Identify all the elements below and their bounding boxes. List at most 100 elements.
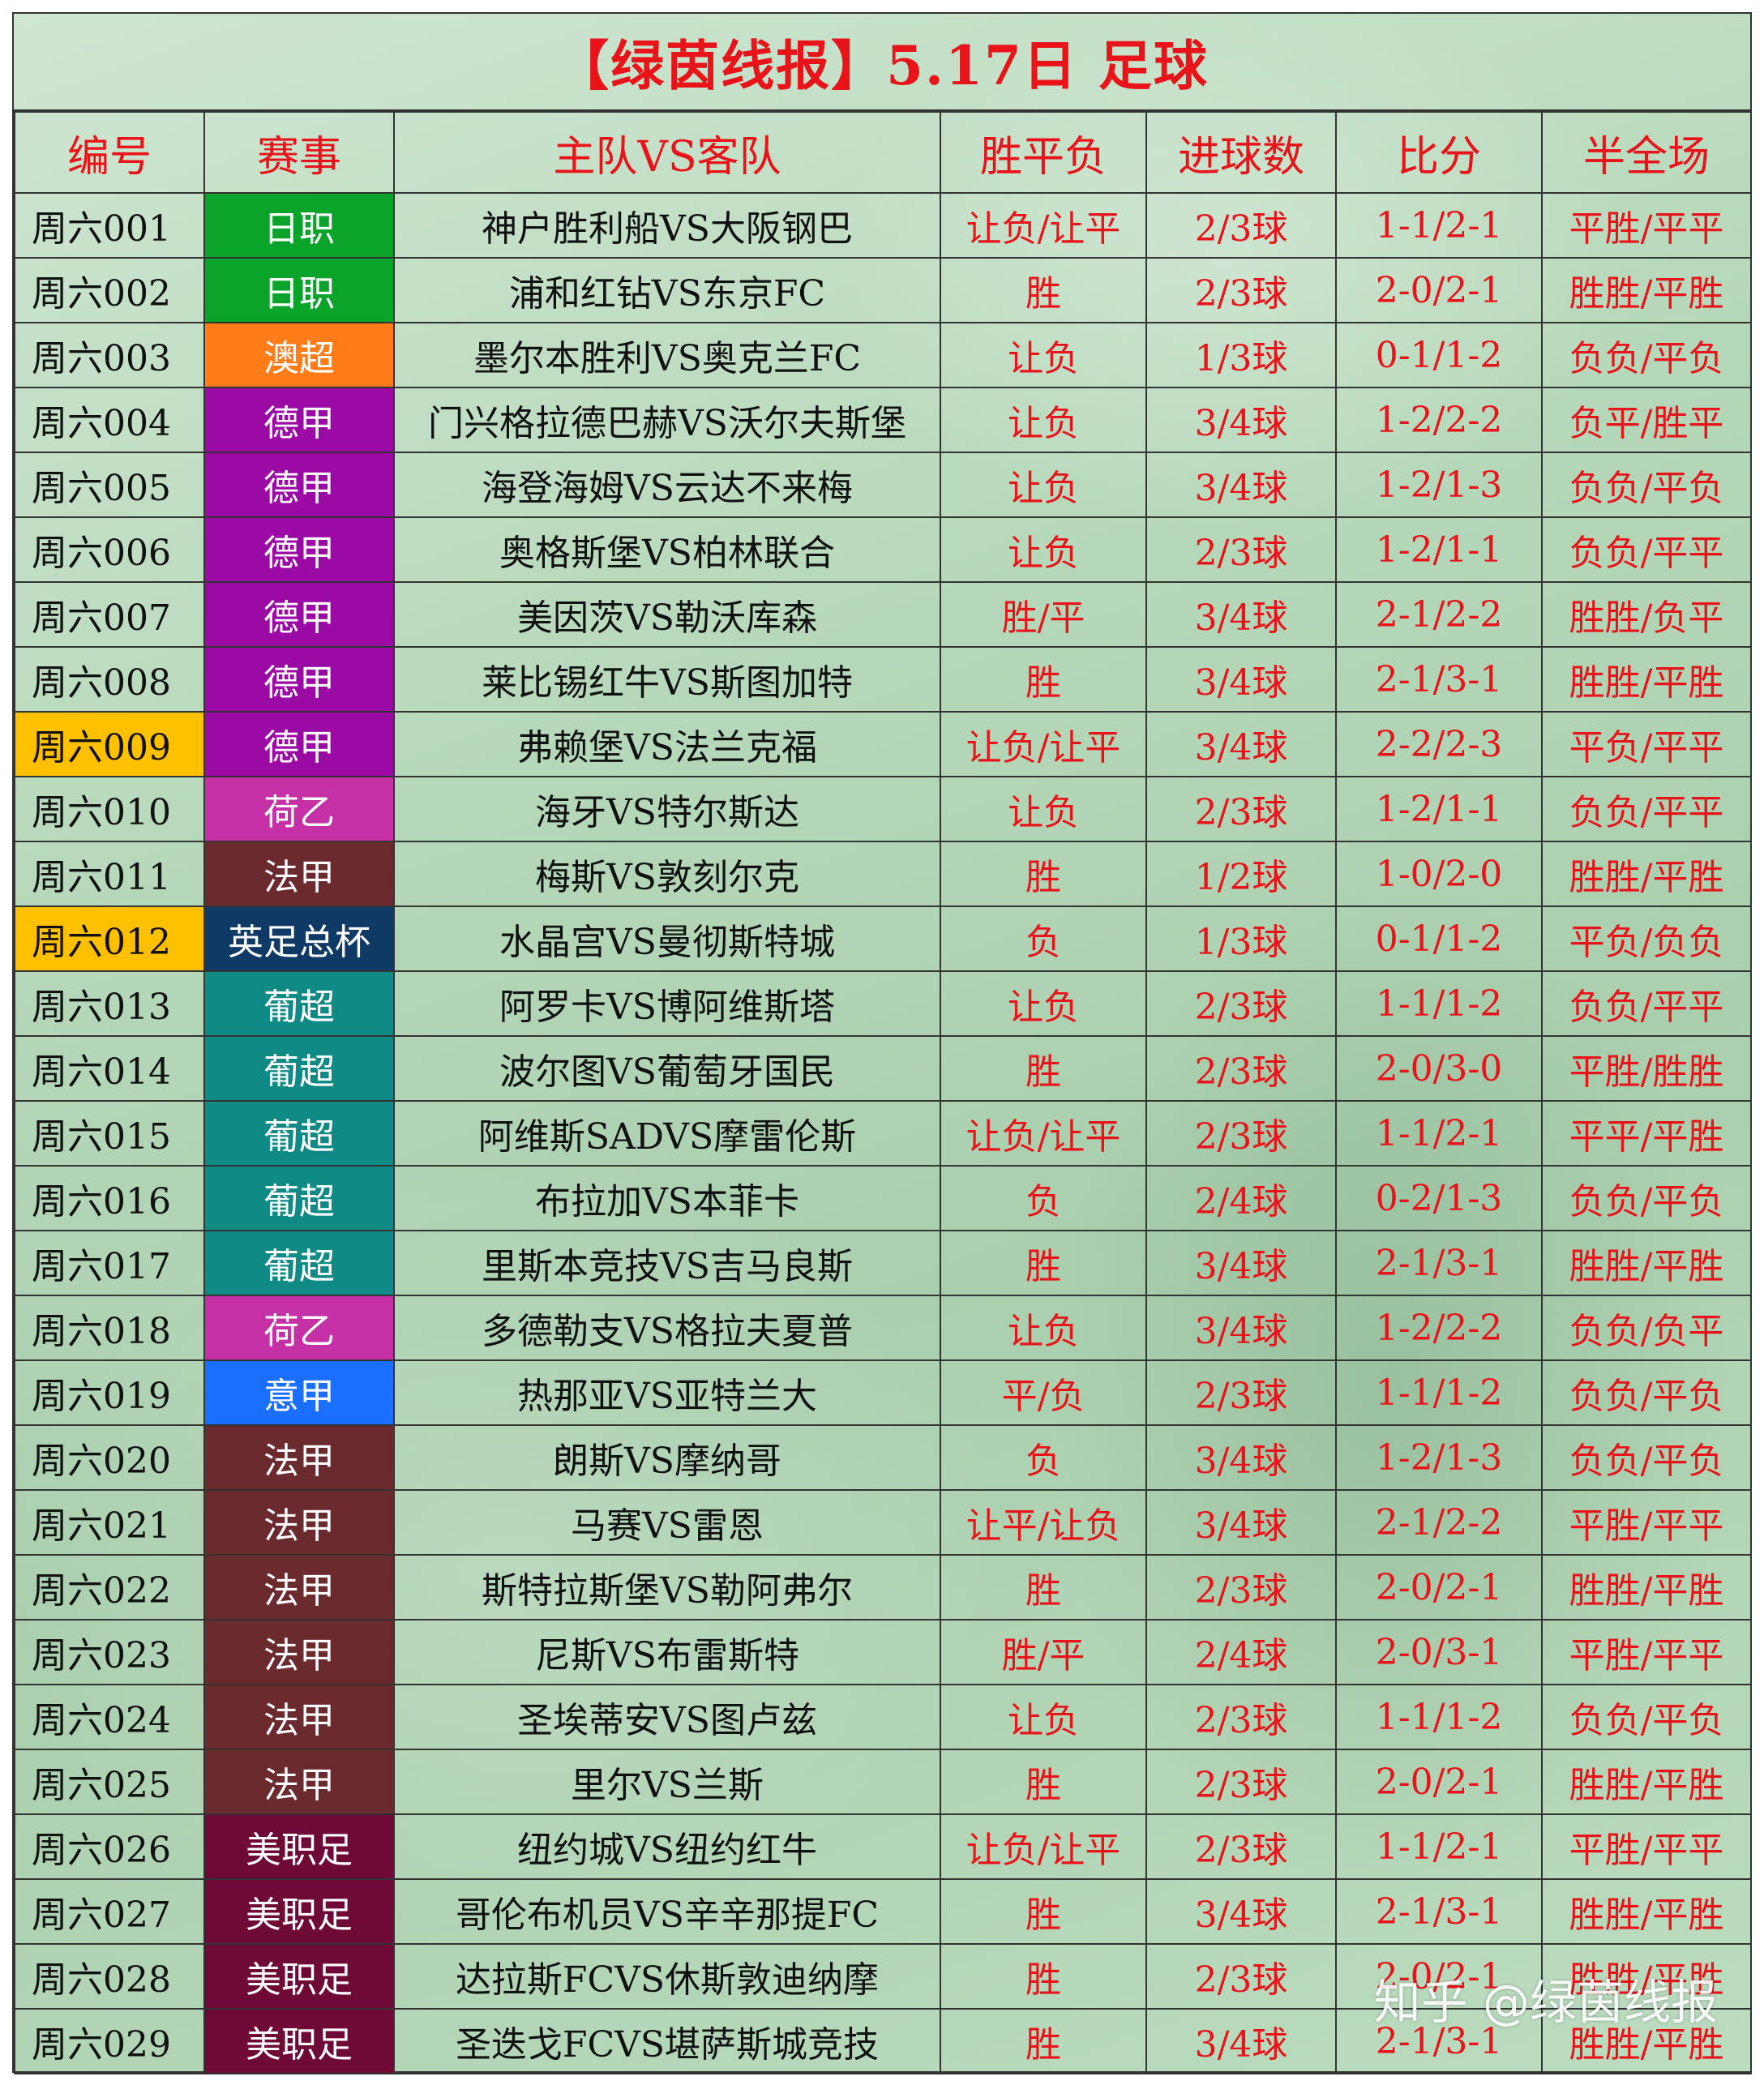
- half-full-pick: 胜胜/平胜: [1541, 1554, 1752, 1620]
- header-goals: 进球数: [1145, 111, 1337, 194]
- match-name: 奥格斯堡VS柏林联合: [393, 516, 941, 583]
- goals-pick: 3/4球: [1145, 2008, 1337, 2074]
- score-pick: 1-2/1-3: [1335, 1424, 1543, 1491]
- match-id: 周六026: [14, 1813, 205, 1880]
- half-full-pick: 平胜/平平: [1541, 1619, 1752, 1685]
- table-row: 周六007 德甲 美因茨VS勒沃库森 胜/平 3/4球 2-1/2-2 胜胜/负平: [14, 581, 1752, 648]
- score-pick: 2-0/2-1: [1335, 1554, 1543, 1620]
- league-tag: 荷乙: [203, 1295, 395, 1361]
- match-name: 阿罗卡VS博阿维斯塔: [393, 970, 941, 1037]
- league-tag: 日职: [203, 257, 395, 323]
- result-pick: 让负/让平: [940, 711, 1147, 777]
- score-pick: 1-1/2-1: [1335, 1100, 1543, 1167]
- watermark: 知乎 @绿茵线报: [1373, 1975, 1718, 2030]
- match-name: 神户胜利船VS大阪钢巴: [393, 192, 941, 259]
- league-tag: 德甲: [203, 581, 395, 648]
- score-pick: 2-1/3-1: [1335, 1878, 1543, 1945]
- match-id: 周六011: [14, 841, 205, 907]
- match-id: 周六006: [14, 516, 205, 583]
- score-pick: 1-1/2-1: [1335, 192, 1543, 259]
- score-pick: 1-1/2-1: [1335, 1813, 1543, 1880]
- match-name: 波尔图VS葡萄牙国民: [393, 1035, 941, 1102]
- score-pick: 1-2/1-1: [1335, 516, 1543, 583]
- table-row: 周六004 德甲 门兴格拉德巴赫VS沃尔夫斯堡 让负 3/4球 1-2/2-2 负平/胜平: [14, 387, 1752, 453]
- header-league: 赛事: [203, 111, 395, 194]
- match-name: 尼斯VS布雷斯特: [393, 1619, 941, 1685]
- table-row: 周六014 葡超 波尔图VS葡萄牙国民胜 2/3球 2-0/3-0 平胜/胜胜: [14, 1035, 1752, 1102]
- result-pick: 胜: [940, 257, 1147, 323]
- table-row: 周六019 意甲 热那亚VS亚特兰大 平/负 2/3球 1-1/1-2 负负/平负: [14, 1359, 1752, 1426]
- match-name: 墨尔本胜利VS奥克兰FC: [393, 322, 941, 388]
- result-pick: 负: [940, 1424, 1147, 1491]
- result-pick: 让负/让平: [940, 1100, 1147, 1167]
- goals-pick: 1/3球: [1145, 905, 1337, 972]
- match-id: 周六015: [14, 1100, 205, 1167]
- match-id: 周六013: [14, 970, 205, 1037]
- match-name: 水晶宫VS曼彻斯特城: [393, 905, 941, 972]
- result-pick: 让负/让平: [940, 1813, 1147, 1880]
- table-row: 周六020 法甲 朗斯VS摩纳哥负 3/4球 1-2/1-3 负负/平负: [14, 1424, 1752, 1491]
- match-id: 周六028: [14, 1943, 205, 2010]
- goals-pick: 2/4球: [1145, 1619, 1337, 1685]
- half-full-pick: 胜胜/平胜: [1541, 1230, 1752, 1296]
- result-pick: 负: [940, 905, 1147, 972]
- prediction-sheet: 【绿茵线报】5.17日 足球 编号 赛事 主队VS客队 胜平负 进球数 比分 半…: [12, 12, 1752, 2074]
- goals-pick: 3/4球: [1145, 581, 1337, 648]
- half-full-pick: 负负/平负: [1541, 1165, 1752, 1231]
- league-tag: 澳超: [203, 322, 395, 388]
- table-row: 周六006 德甲 奥格斯堡VS柏林联合 让负 2/3球 1-2/1-1 负负/平平: [14, 516, 1752, 583]
- table-row: 周六003 澳超 墨尔本胜利VS奥克兰FC 让负 1/3球 0-1/1-2 负负/平负: [14, 322, 1752, 388]
- half-full-pick: 胜胜/平胜: [1541, 646, 1752, 713]
- half-full-pick: 负负/平平: [1541, 970, 1752, 1037]
- league-tag: 美职足: [203, 2008, 395, 2074]
- match-id: 周六012: [14, 905, 205, 972]
- league-tag: 法甲: [203, 1554, 395, 1620]
- match-id: 周六016: [14, 1165, 205, 1231]
- match-id: 周六001: [14, 192, 205, 259]
- score-pick: 2-0/2-1: [1335, 1943, 1543, 2010]
- table-row: 周六010 荷乙 海牙VS特尔斯达 让负 2/3球 1-2/1-1 负负/平平: [14, 776, 1752, 842]
- goals-pick: 2/3球: [1145, 970, 1337, 1037]
- score-pick: 2-1/2-2: [1335, 581, 1543, 648]
- match-id: 周六004: [14, 387, 205, 453]
- match-id: 周六005: [14, 452, 205, 518]
- result-pick: 让负: [940, 452, 1147, 518]
- half-full-pick: 负负/平负: [1541, 1684, 1752, 1750]
- table-row: 周六023 法甲 尼斯VS布雷斯特 胜/平 2/4球 2-0/3-1 平胜/平平: [14, 1619, 1752, 1685]
- header-id: 编号: [14, 111, 205, 194]
- match-name: 里尔VS兰斯: [393, 1749, 941, 1815]
- half-full-pick: 平负/负负: [1541, 905, 1752, 972]
- score-pick: 1-1/1-2: [1335, 970, 1543, 1037]
- goals-pick: 3/4球: [1145, 1424, 1337, 1491]
- league-tag: 葡超: [203, 1230, 395, 1296]
- score-pick: 2-0/2-1: [1335, 1749, 1543, 1815]
- match-id: 周六027: [14, 1878, 205, 1945]
- score-pick: 1-0/2-0: [1335, 841, 1543, 907]
- match-name: 梅斯VS敦刻尔克: [393, 841, 941, 907]
- result-pick: 胜/平: [940, 581, 1147, 648]
- score-pick: 2-2/2-3: [1335, 711, 1543, 777]
- header-row: 编号 赛事 主队VS客队 胜平负 进球数 比分 半全场: [14, 111, 1752, 194]
- table-body: 周六001 日职 神户胜利船VS大阪钢巴 让负/让平 2/3球 1-1/2-1 平胜/平平周…: [14, 192, 1752, 2074]
- match-name: 圣埃蒂安VS图卢兹: [393, 1684, 941, 1750]
- league-tag: 法甲: [203, 1684, 395, 1750]
- goals-pick: 3/4球: [1145, 452, 1337, 518]
- table-row: 周六024 法甲 圣埃蒂安VS图卢兹 让负 2/3球 1-1/1-2 负负/平负: [14, 1684, 1752, 1750]
- half-full-pick: 胜胜/负平: [1541, 581, 1752, 648]
- score-pick: 1-2/2-2: [1335, 387, 1543, 453]
- half-full-pick: 负负/负平: [1541, 1295, 1752, 1361]
- score-pick: 0-1/1-2: [1335, 322, 1543, 388]
- match-id: 周六019: [14, 1359, 205, 1426]
- score-pick: 1-1/1-2: [1335, 1684, 1543, 1750]
- league-tag: 德甲: [203, 711, 395, 777]
- goals-pick: 3/4球: [1145, 646, 1337, 713]
- table-row: 周六021 法甲 马赛VS雷恩 让平/让负 3/4球 2-1/2-2 平胜/平平: [14, 1489, 1752, 1556]
- half-full-pick: 平平/平胜: [1541, 1100, 1752, 1167]
- match-id: 周六017: [14, 1230, 205, 1296]
- table-row: 周六025 法甲 里尔VS兰斯胜 2/3球 2-0/2-1 胜胜/平胜: [14, 1749, 1752, 1815]
- match-name: 哥伦布机员VS辛辛那提FC: [393, 1878, 941, 1945]
- league-tag: 葡超: [203, 970, 395, 1037]
- match-name: 斯特拉斯堡VS勒阿弗尔: [393, 1554, 941, 1620]
- half-full-pick: 胜胜/平胜: [1541, 257, 1752, 323]
- match-name: 达拉斯FCVS休斯敦迪纳摩: [393, 1943, 941, 2010]
